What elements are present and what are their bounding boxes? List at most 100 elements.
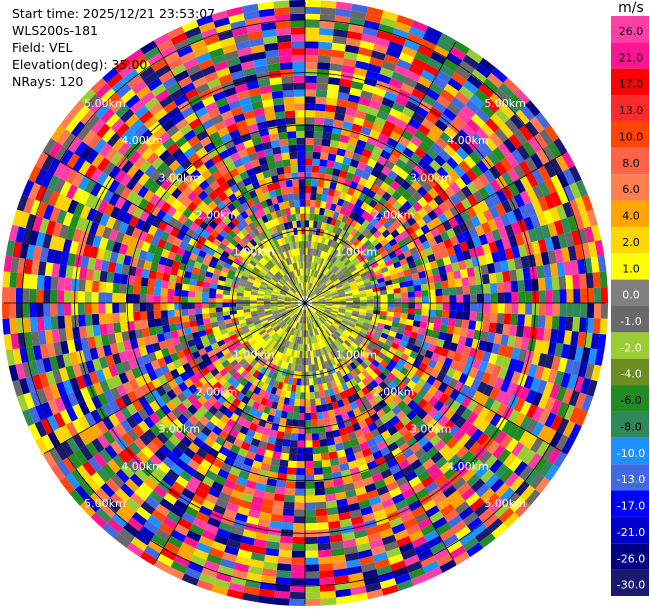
ppi-gate xyxy=(390,326,399,333)
ppi-gate xyxy=(274,255,281,263)
ppi-gate xyxy=(252,283,260,289)
ppi-gate xyxy=(465,356,476,368)
ppi-gate xyxy=(146,441,159,454)
ppi-gate xyxy=(376,408,386,419)
ppi-gate xyxy=(312,158,321,167)
ppi-gate xyxy=(455,201,467,214)
ppi-gate xyxy=(354,167,364,178)
ppi-gate xyxy=(272,312,280,318)
ppi-gate xyxy=(40,417,54,435)
ppi-gate xyxy=(391,278,400,285)
ppi-gate xyxy=(475,63,492,79)
ppi-gate xyxy=(480,468,495,484)
ppi-gate xyxy=(37,260,47,276)
ppi-gate xyxy=(77,415,91,431)
ppi-gate xyxy=(224,351,233,360)
ppi-gate xyxy=(489,192,502,207)
ppi-gate xyxy=(240,386,249,396)
ppi-gate xyxy=(152,254,161,264)
ppi-gate xyxy=(126,402,138,416)
ppi-gate xyxy=(504,224,515,238)
ppi-gate xyxy=(217,564,234,576)
ppi-gate xyxy=(307,350,311,359)
ppi-gate xyxy=(255,275,264,282)
ppi-gate xyxy=(291,298,299,302)
ppi-gate xyxy=(294,343,299,351)
ppi-gate xyxy=(318,563,334,572)
ppi-gate xyxy=(321,194,328,202)
ppi-gate xyxy=(269,320,277,326)
ppi-gate xyxy=(335,329,343,336)
ppi-gate xyxy=(310,241,315,249)
ppi-gate xyxy=(207,164,219,175)
ppi-gate xyxy=(426,147,439,160)
ppi-gate xyxy=(442,58,459,72)
ppi-gate xyxy=(555,204,567,221)
ppi-gate xyxy=(223,479,236,490)
ppi-gate xyxy=(455,147,469,161)
ppi-gate xyxy=(121,360,132,373)
ppi-gate xyxy=(126,48,144,64)
ppi-gate xyxy=(240,350,249,359)
ppi-gate xyxy=(315,289,322,295)
ppi-gate xyxy=(143,201,155,214)
ppi-gate xyxy=(247,277,255,284)
ppi-gate xyxy=(350,10,367,21)
ppi-gate xyxy=(96,171,109,186)
ppi-gate xyxy=(302,309,304,317)
ppi-gate xyxy=(165,338,175,348)
ppi-gate xyxy=(309,283,314,291)
ppi-gate xyxy=(144,164,157,178)
ppi-gate xyxy=(394,349,404,359)
ppi-gate xyxy=(358,419,368,429)
ppi-gate xyxy=(108,192,121,207)
ppi-gate xyxy=(152,342,161,352)
ppi-gate xyxy=(184,112,199,124)
ppi-gate xyxy=(361,447,373,458)
ppi-gate xyxy=(573,303,581,318)
ppi-gate xyxy=(310,262,314,270)
ppi-gate xyxy=(266,286,274,291)
ppi-gate xyxy=(58,328,67,342)
ppi-gate xyxy=(313,467,323,475)
ppi-gate xyxy=(284,325,290,332)
ppi-gate xyxy=(309,343,313,351)
ppi-gate xyxy=(497,249,508,262)
ppi-gate xyxy=(236,431,247,442)
ppi-gate xyxy=(49,383,61,400)
ppi-gate xyxy=(112,374,123,388)
ppi-gate xyxy=(351,256,359,264)
ppi-gate xyxy=(305,117,315,125)
ppi-gate xyxy=(338,245,346,253)
ppi-gate xyxy=(281,515,294,524)
ppi-gate xyxy=(413,464,427,477)
ppi-gate xyxy=(238,358,247,367)
ppi-gate xyxy=(594,240,605,257)
ppi-gate xyxy=(208,190,219,201)
ppi-gate xyxy=(407,291,416,298)
ppi-gate xyxy=(235,555,251,566)
ppi-gate xyxy=(223,116,236,127)
ppi-gate xyxy=(107,333,117,345)
ppi-gate xyxy=(537,353,548,368)
ppi-gate xyxy=(291,320,296,328)
ppi-gate xyxy=(309,291,314,298)
ppi-gate xyxy=(248,422,259,432)
ppi-gate xyxy=(319,283,326,290)
ppi-gate xyxy=(367,272,376,279)
ppi-gate xyxy=(575,196,587,214)
ppi-gate xyxy=(507,423,520,439)
ppi-gate xyxy=(356,542,371,553)
ppi-gate xyxy=(309,308,315,314)
ppi-gate xyxy=(384,159,396,171)
ppi-gate xyxy=(353,213,362,223)
ppi-gate xyxy=(509,476,525,492)
ppi-gate xyxy=(378,216,388,226)
ppi-gate xyxy=(313,384,320,393)
ppi-gate xyxy=(418,249,428,259)
ppi-gate xyxy=(320,284,327,290)
ppi-gate xyxy=(233,113,246,123)
ppi-gate xyxy=(525,489,541,506)
ppi-gate xyxy=(278,396,285,405)
ppi-gate xyxy=(97,392,109,407)
